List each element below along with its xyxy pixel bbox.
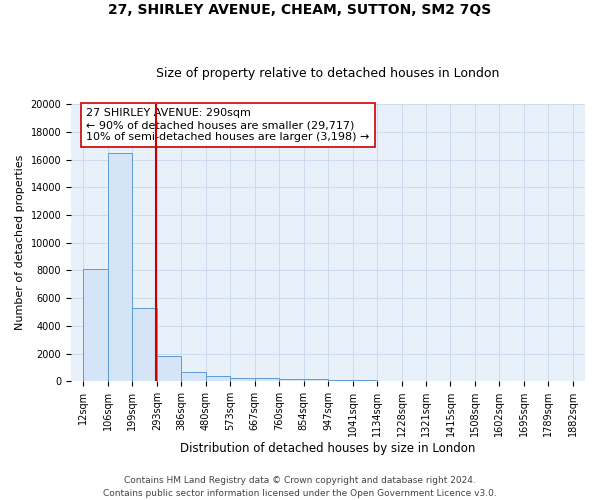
X-axis label: Distribution of detached houses by size in London: Distribution of detached houses by size … [181, 442, 476, 455]
Bar [132, 308, 157, 381]
Bar [230, 378, 255, 381]
Bar [328, 380, 353, 381]
Bar [377, 380, 401, 381]
Bar [353, 380, 377, 381]
Bar [401, 380, 426, 381]
Bar [108, 152, 132, 381]
Text: Contains HM Land Registry data © Crown copyright and database right 2024.
Contai: Contains HM Land Registry data © Crown c… [103, 476, 497, 498]
Bar [279, 379, 304, 381]
Bar [255, 378, 279, 381]
Bar [304, 379, 328, 381]
Bar [157, 356, 181, 381]
Bar [83, 269, 108, 381]
Bar [181, 372, 206, 381]
Text: 27, SHIRLEY AVENUE, CHEAM, SUTTON, SM2 7QS: 27, SHIRLEY AVENUE, CHEAM, SUTTON, SM2 7… [109, 2, 491, 16]
Text: 27 SHIRLEY AVENUE: 290sqm
← 90% of detached houses are smaller (29,717)
10% of s: 27 SHIRLEY AVENUE: 290sqm ← 90% of detac… [86, 108, 370, 142]
Bar [206, 376, 230, 381]
Title: Size of property relative to detached houses in London: Size of property relative to detached ho… [157, 66, 500, 80]
Y-axis label: Number of detached properties: Number of detached properties [15, 155, 25, 330]
